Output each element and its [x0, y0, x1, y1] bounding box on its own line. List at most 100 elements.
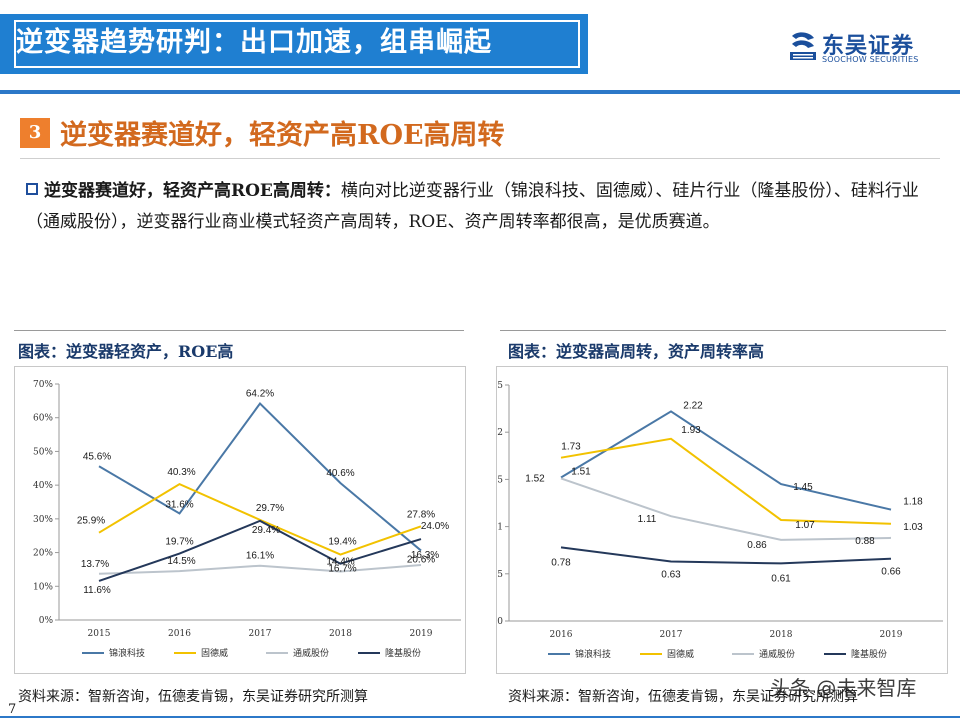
data-label: 19.4% [328, 537, 356, 548]
series-line-3 [560, 477, 892, 541]
y-tick-label: 30% [33, 515, 53, 525]
data-label: 29.4% [252, 525, 280, 536]
data-label: 1.73 [561, 442, 581, 453]
y-tick-label: 2 [497, 428, 503, 438]
data-label: 0.63 [661, 570, 681, 581]
data-label: 0.61 [771, 573, 791, 584]
data-label: 31.6% [165, 499, 193, 510]
bullet-lead-text: 逆变器赛道好，轻资产高ROE高周转： [44, 181, 341, 201]
data-label: 25.9% [77, 516, 105, 527]
x-tick-label: 2017 [660, 630, 683, 640]
footer-divider [0, 716, 960, 718]
left-chart-frame: 0% 10% 20% 30% 40% 50% 60% 70% 2015 2016 2017 2018 2… [14, 366, 466, 674]
data-label: 14.5% [167, 556, 195, 567]
logo-english-name: SOOCHOW SECURITIES [822, 55, 919, 64]
data-label: 1.52 [525, 474, 545, 485]
data-label: 1.11 [638, 514, 657, 525]
x-tick-label: 2019 [410, 629, 433, 639]
document-title: 逆变器趋势研判：出口加速，组串崛起 [16, 27, 492, 58]
y-tick-label: 70% [33, 380, 53, 390]
left-chart-title: 图表：逆变器轻资产，ROE高 [18, 342, 234, 361]
y-tick-label: 0 [497, 617, 503, 627]
series-line-4 [98, 519, 422, 582]
section-number: 3 [20, 118, 50, 148]
x-tick-label: 2019 [880, 630, 903, 640]
bullet-body-text: 横向对比逆变器行业（锦浪科技、固德威）、硅片行业（隆基股份）、硅料行业（通威股份… [26, 181, 919, 232]
data-label: 0.66 [881, 567, 901, 578]
x-tick-label: 2017 [249, 629, 272, 639]
data-label: 20.6% [407, 555, 435, 566]
legend-label: 隆基股份 [385, 647, 421, 659]
data-label: 16.3% [411, 550, 439, 561]
header-divider [0, 90, 960, 94]
x-tick-label: 2018 [770, 630, 793, 640]
y-tick-label: 10% [33, 582, 53, 592]
series-line-1 [98, 402, 422, 552]
watermark-text: 头条 @未来智库 [770, 676, 917, 700]
data-label: 29.7% [256, 503, 284, 514]
y-tick-label: 1.5 [497, 475, 503, 485]
data-label: 45.6% [83, 451, 111, 462]
page-number: 7 [8, 702, 17, 717]
data-label: 40.3% [167, 467, 195, 478]
y-tick-label: 0.5 [497, 570, 503, 580]
logo-chinese-name: 东吴证券 [822, 34, 915, 59]
data-label: 24.0% [421, 521, 449, 532]
data-label: 0.78 [551, 557, 571, 568]
series-line-4 [560, 546, 892, 565]
series-line-2 [560, 437, 892, 525]
data-label: 0.88 [855, 536, 875, 547]
legend-label: 隆基股份 [851, 648, 887, 660]
data-label: 16.1% [246, 551, 274, 562]
right-chart-frame: 00.511.522.520162017201820191.522.221.45… [489, 366, 948, 674]
data-label: 1.07 [795, 520, 815, 531]
data-label: 1.18 [903, 497, 923, 508]
data-label: 19.7% [165, 537, 193, 548]
y-tick-label: 40% [33, 481, 53, 491]
data-label: 1.51 [571, 466, 591, 477]
bullet-square-icon [26, 183, 38, 195]
right-chart-source: 资料来源：智新咨询，伍德麦肯锡，东吴证券研究所测算 [508, 689, 858, 705]
y-tick-label: 0% [39, 616, 54, 626]
left-chart-source: 资料来源：智新咨询，伍德麦肯锡，东吴证券研究所测算 [18, 689, 368, 705]
soochow-logo-icon [790, 32, 816, 60]
bullet-paragraph: 逆变器赛道好，轻资产高ROE高周转：横向对比逆变器行业（锦浪科技、固德威）、硅片… [26, 176, 932, 238]
series-line-3 [98, 564, 422, 575]
company-logo: 东吴证券 SOOCHOW SECURITIES [788, 30, 938, 70]
legend-label: 通威股份 [293, 647, 329, 659]
x-tick-label: 2016 [168, 629, 191, 639]
y-tick-label: 60% [33, 414, 53, 424]
y-tick-label: 2.5 [497, 381, 503, 391]
x-tick-label: 2016 [550, 630, 573, 640]
right-panel-rule [500, 330, 946, 331]
header-band: 逆变器趋势研判：出口加速，组串崛起 [0, 14, 588, 74]
section-title: 逆变器赛道好，轻资产高ROE高周转 [60, 120, 505, 151]
legend-label: 固德威 [667, 648, 694, 660]
data-label: 13.7% [81, 559, 109, 570]
y-tick-label: 1 [497, 523, 503, 533]
data-label: 16.7% [328, 564, 356, 575]
data-label: 14.4% [326, 556, 354, 567]
header-band-frame [14, 20, 580, 68]
data-label: 40.6% [326, 468, 354, 479]
data-label: 1.93 [681, 425, 701, 436]
data-label: 27.8% [407, 509, 435, 520]
data-label: 64.2% [246, 389, 274, 400]
y-tick-label: 20% [33, 549, 53, 559]
roe-line-chart: 0% 10% 20% 30% 40% 50% 60% 70% 2015 2016 2017 2018 2… [33, 380, 461, 659]
legend-label: 通威股份 [759, 648, 795, 660]
series-line-1 [560, 410, 892, 511]
legend-label: 固德威 [201, 647, 228, 659]
data-label: 11.6% [83, 585, 111, 596]
section-divider [20, 158, 940, 159]
legend-label: 锦浪科技 [109, 647, 145, 659]
data-label: 2.22 [683, 400, 703, 411]
data-label: 1.03 [903, 522, 923, 533]
x-tick-label: 2015 [88, 629, 111, 639]
data-label: 1.45 [793, 482, 813, 493]
y-tick-label: 50% [33, 447, 53, 457]
x-tick-label: 2018 [329, 629, 352, 639]
left-panel-rule [14, 330, 464, 331]
legend-label: 锦浪科技 [575, 648, 611, 660]
data-label: 0.86 [747, 540, 767, 551]
